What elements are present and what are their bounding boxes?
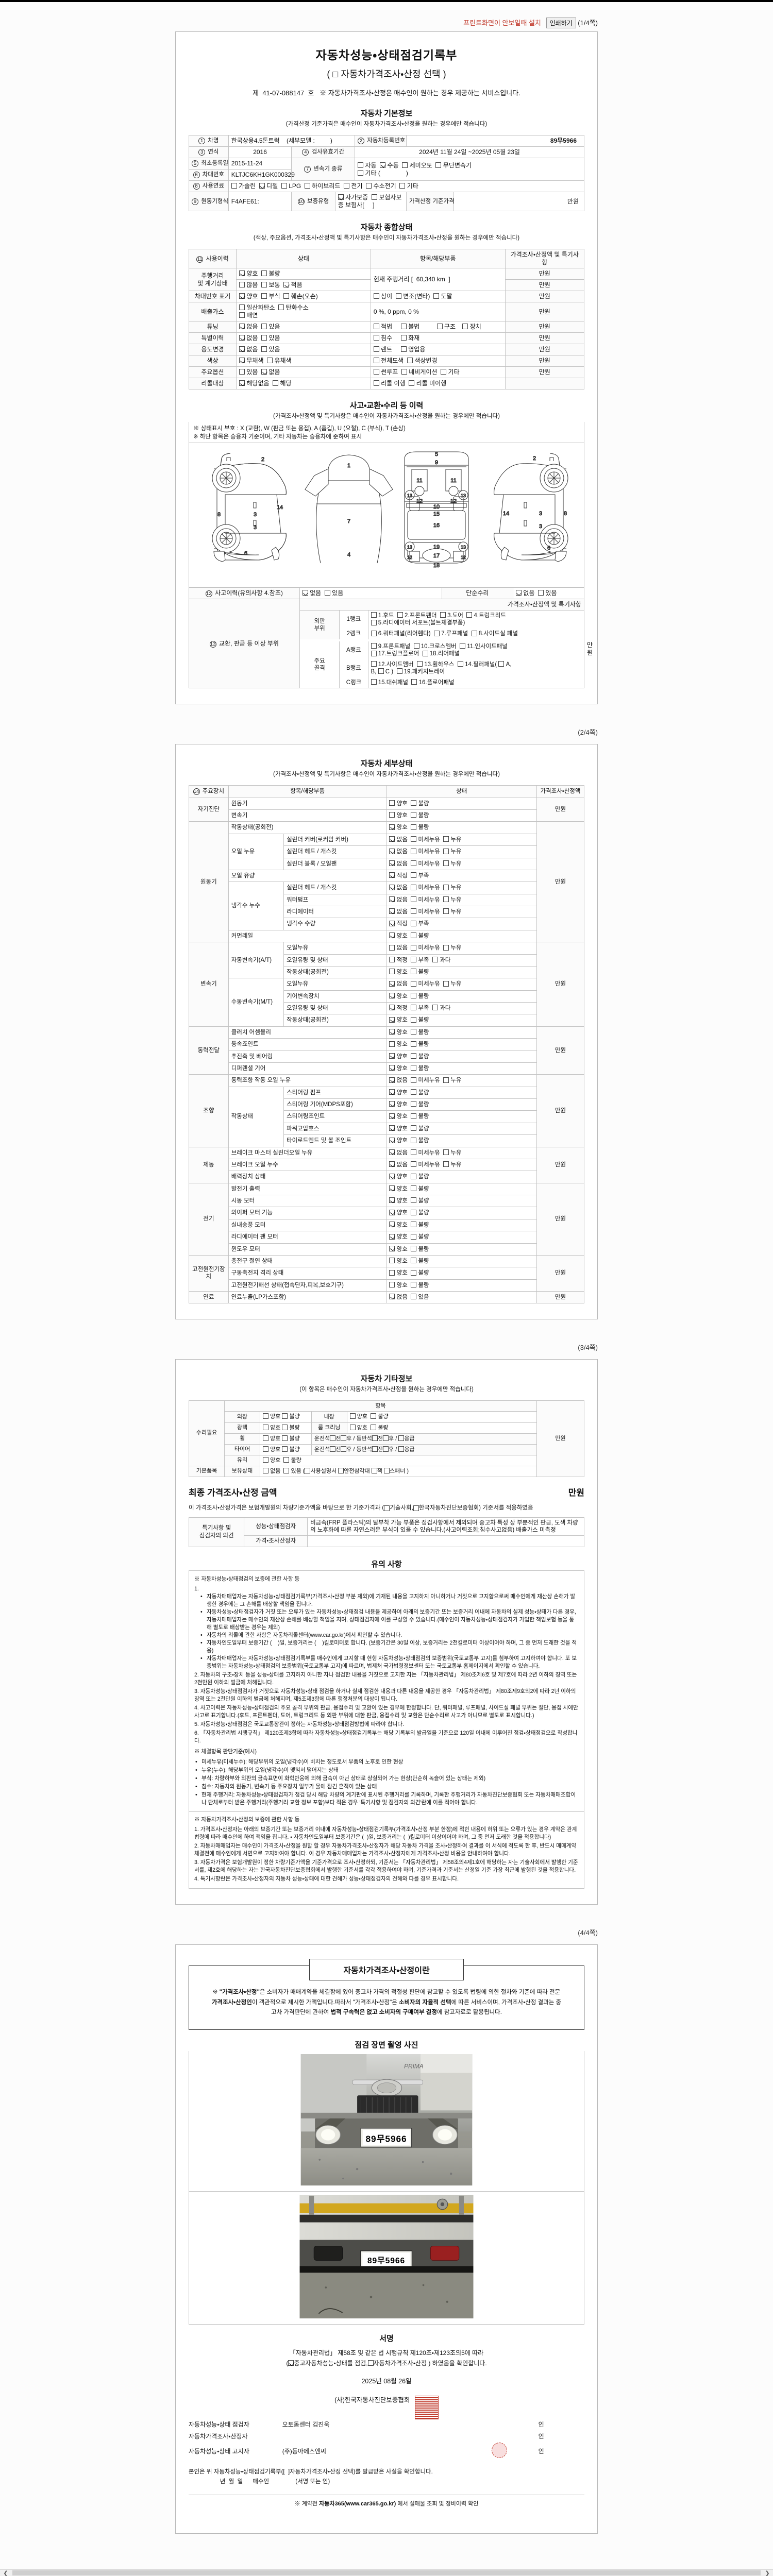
svg-text:6: 6 [547,545,550,551]
svg-text:12: 12 [407,555,412,560]
svg-text:89무5966: 89무5966 [366,2133,407,2144]
svg-text:13: 13 [407,493,412,498]
svg-text:6: 6 [244,550,247,556]
svg-text:19: 19 [433,544,440,550]
svg-text:14: 14 [503,511,509,517]
svg-text:12: 12 [461,555,466,560]
svg-text:15: 15 [433,511,440,517]
svg-text:3: 3 [539,511,542,517]
svg-text:3: 3 [254,524,257,531]
svg-text:5: 5 [435,451,438,457]
svg-text:17: 17 [433,553,440,559]
svg-text:89무5966: 89무5966 [367,2256,405,2265]
svg-text:2: 2 [261,456,264,463]
svg-text:12: 12 [416,498,423,504]
svg-text:3: 3 [539,523,542,530]
svg-text:3: 3 [254,512,257,518]
svg-text:7: 7 [347,518,350,524]
svg-text:16: 16 [433,522,440,529]
svg-text:11: 11 [416,478,422,484]
svg-text:PRIMA: PRIMA [404,2062,424,2070]
svg-text:8: 8 [217,512,221,518]
svg-text:8: 8 [564,511,567,517]
svg-text:1: 1 [347,463,350,469]
svg-text:11: 11 [450,478,456,484]
svg-text:18: 18 [433,563,440,569]
svg-text:13: 13 [461,545,466,550]
svg-text:12: 12 [450,498,457,504]
svg-text:4: 4 [347,552,350,558]
svg-text:13: 13 [461,493,466,498]
svg-text:2: 2 [533,455,536,462]
svg-text:13: 13 [407,545,412,550]
svg-text:14: 14 [277,504,283,511]
svg-text:10: 10 [433,504,440,510]
svg-text:9: 9 [435,460,438,466]
